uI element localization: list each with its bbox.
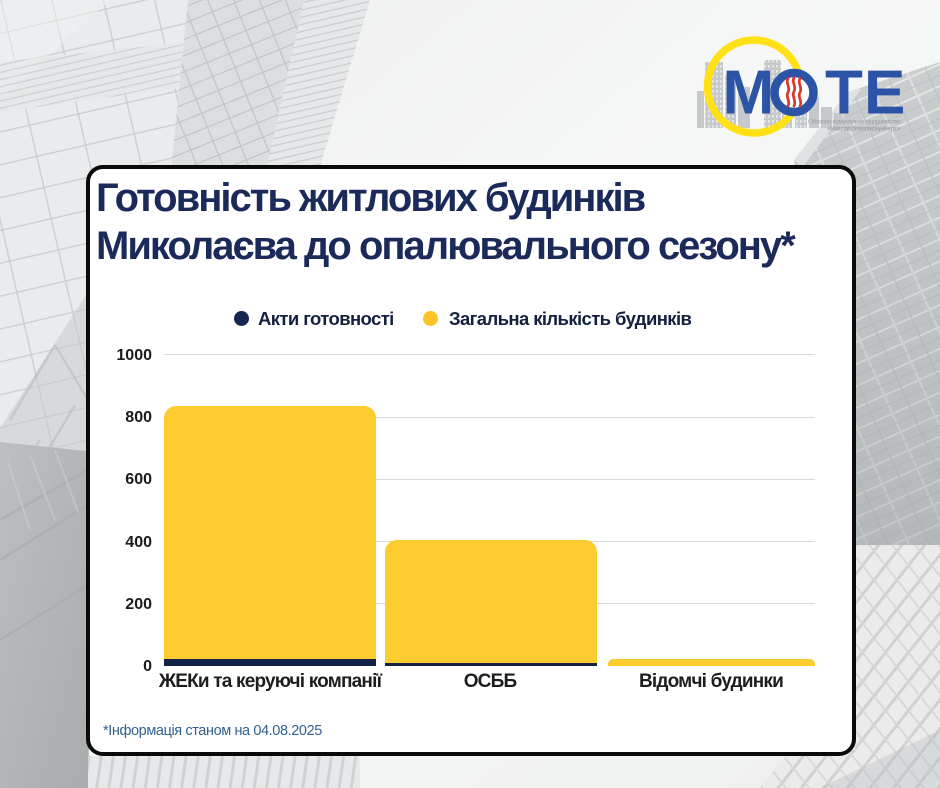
- svg-text:T: T: [825, 59, 863, 128]
- svg-text:Обласне комунальне підприємств: Обласне комунальне підприємство: [808, 118, 901, 126]
- svg-text:E: E: [864, 59, 905, 128]
- svg-text:«Миколаївоблтеплокомуненерго»: «Миколаївоблтеплокомуненерго»: [827, 125, 901, 133]
- svg-text:M: M: [723, 59, 775, 128]
